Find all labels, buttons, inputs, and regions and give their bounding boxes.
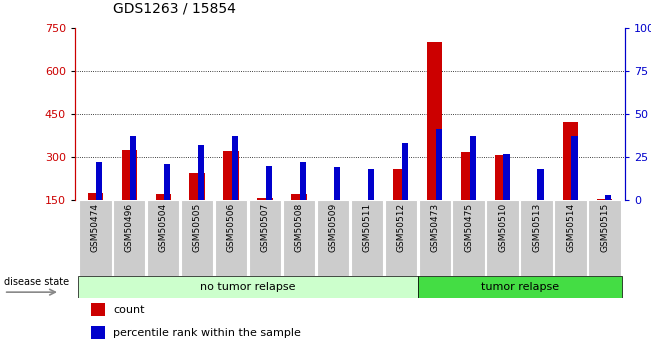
Text: GSM50510: GSM50510: [498, 203, 507, 253]
Bar: [88, 193, 103, 200]
Bar: [436, 129, 441, 200]
Bar: [605, 195, 611, 200]
Text: GSM50508: GSM50508: [294, 203, 303, 253]
Bar: [326, 199, 340, 200]
Bar: [419, 200, 451, 276]
Bar: [249, 200, 281, 276]
Bar: [78, 276, 418, 298]
Bar: [486, 200, 519, 276]
Text: no tumor relapse: no tumor relapse: [201, 282, 296, 292]
Text: GSM50513: GSM50513: [532, 203, 541, 253]
Bar: [292, 194, 307, 200]
Bar: [351, 200, 383, 276]
Bar: [529, 200, 544, 201]
Text: GSM50514: GSM50514: [566, 203, 575, 252]
Text: count: count: [113, 305, 145, 315]
Bar: [223, 151, 239, 200]
Bar: [503, 154, 510, 200]
Text: GSM50512: GSM50512: [396, 203, 406, 252]
Text: GSM50504: GSM50504: [159, 203, 168, 252]
Bar: [122, 150, 137, 200]
Text: GSM50474: GSM50474: [90, 203, 100, 252]
Bar: [461, 152, 477, 200]
Bar: [393, 169, 408, 200]
Text: GSM50506: GSM50506: [227, 203, 236, 253]
Bar: [520, 200, 553, 276]
Bar: [91, 303, 105, 316]
Bar: [164, 164, 170, 200]
Text: GSM50505: GSM50505: [193, 203, 202, 253]
Text: GSM50509: GSM50509: [329, 203, 337, 253]
Bar: [232, 136, 238, 200]
Bar: [156, 194, 171, 200]
Text: GSM50496: GSM50496: [125, 203, 133, 252]
Bar: [563, 122, 578, 200]
Bar: [469, 136, 476, 200]
Bar: [91, 326, 105, 339]
Bar: [147, 200, 180, 276]
Bar: [538, 169, 544, 200]
Bar: [427, 42, 443, 200]
Text: percentile rank within the sample: percentile rank within the sample: [113, 328, 301, 338]
Text: GSM50515: GSM50515: [600, 203, 609, 253]
Text: GDS1263 / 15854: GDS1263 / 15854: [113, 1, 236, 16]
Bar: [495, 155, 510, 200]
Bar: [385, 200, 417, 276]
Bar: [555, 200, 587, 276]
Bar: [79, 200, 111, 276]
Text: GSM50507: GSM50507: [260, 203, 270, 253]
Bar: [215, 200, 247, 276]
Text: GSM50473: GSM50473: [430, 203, 439, 252]
Bar: [572, 136, 577, 200]
Bar: [299, 162, 306, 200]
Text: GSM50511: GSM50511: [363, 203, 371, 253]
Text: GSM50475: GSM50475: [464, 203, 473, 252]
Bar: [257, 198, 273, 200]
Bar: [402, 143, 408, 200]
Text: tumor relapse: tumor relapse: [480, 282, 559, 292]
Text: disease state: disease state: [4, 277, 69, 287]
Bar: [368, 169, 374, 200]
Bar: [130, 136, 136, 200]
Bar: [359, 200, 374, 201]
Bar: [597, 199, 612, 200]
Bar: [316, 200, 349, 276]
Bar: [283, 200, 315, 276]
Bar: [198, 145, 204, 200]
Bar: [113, 200, 145, 276]
Bar: [452, 200, 485, 276]
Bar: [418, 276, 622, 298]
Bar: [334, 167, 340, 200]
Bar: [589, 200, 621, 276]
Bar: [266, 166, 272, 200]
Bar: [96, 162, 102, 200]
Bar: [189, 173, 205, 200]
Bar: [181, 200, 214, 276]
